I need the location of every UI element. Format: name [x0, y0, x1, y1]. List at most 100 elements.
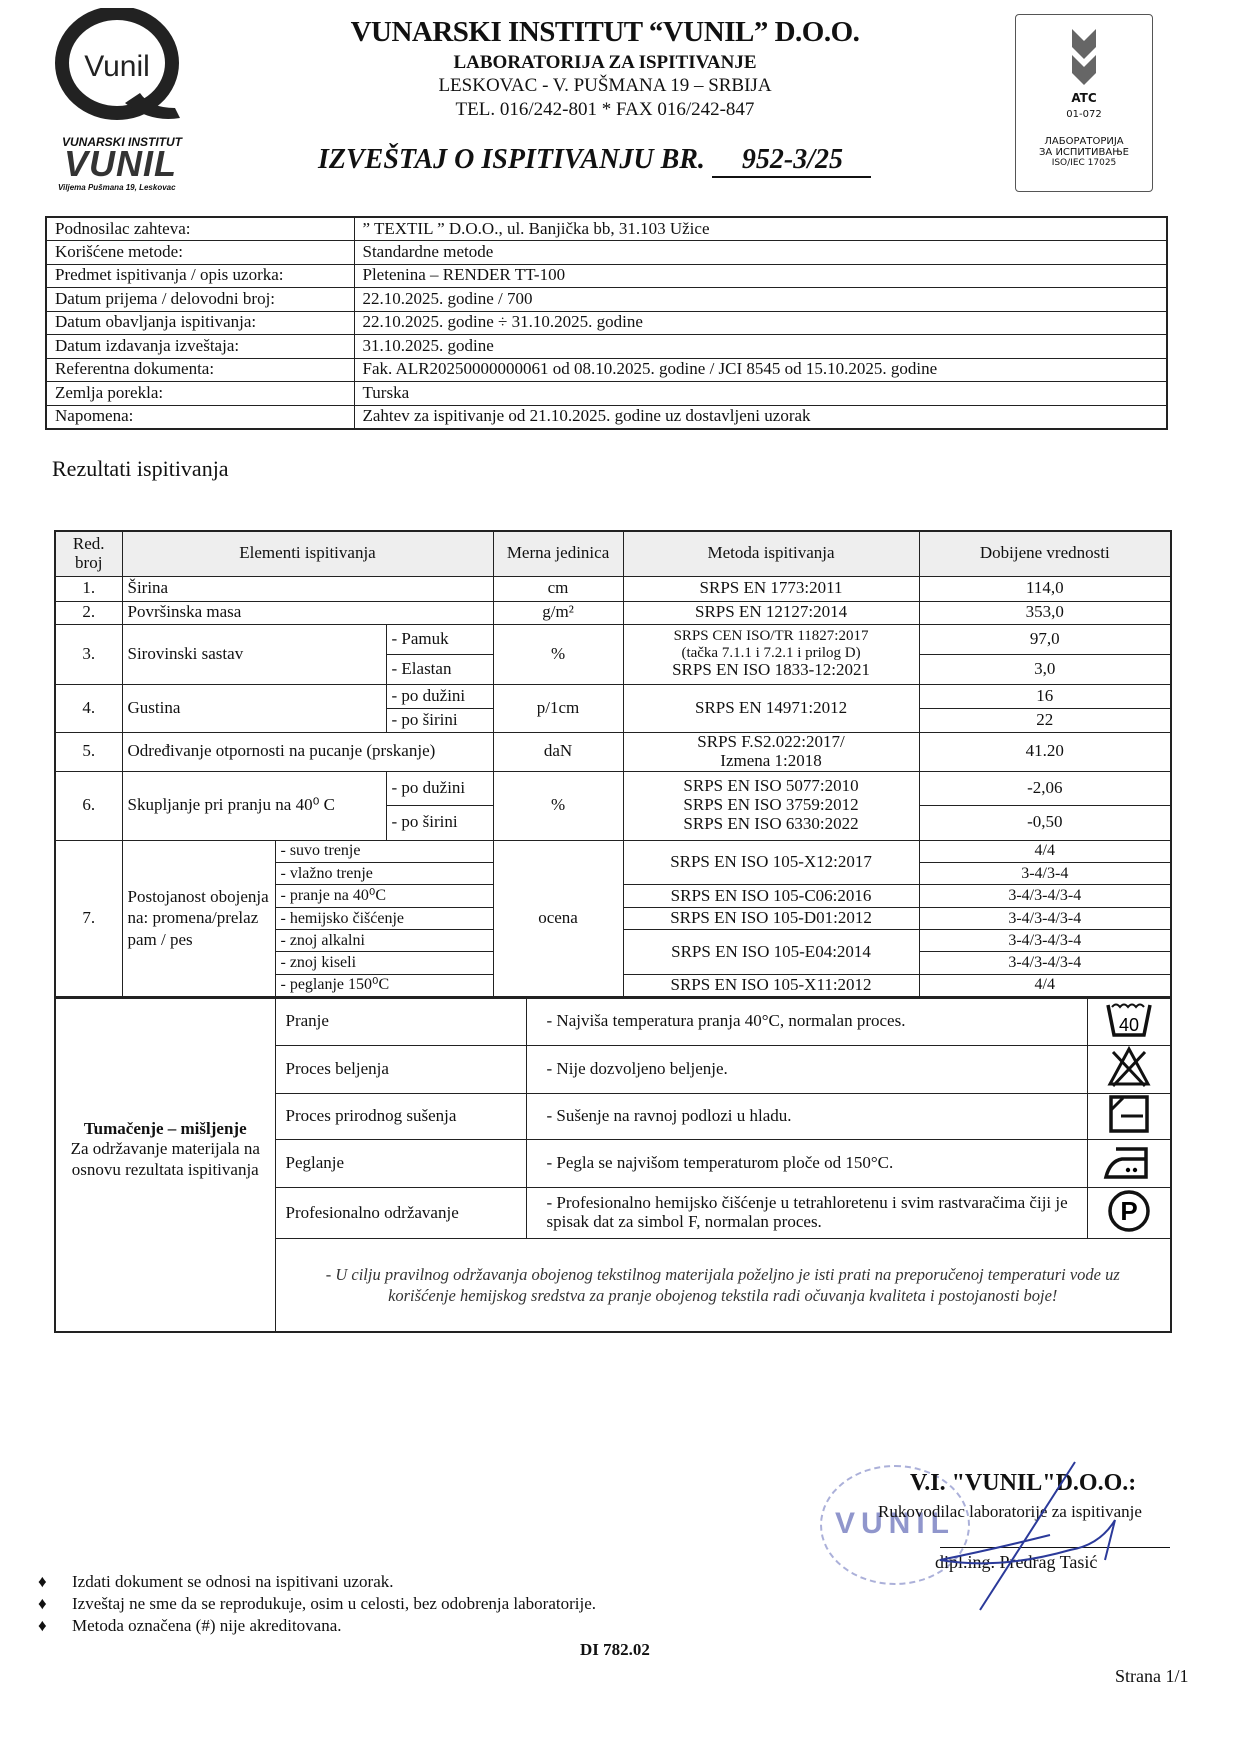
- row-no: 5.: [54, 731, 123, 772]
- care-text: - Profesionalno hemijsko čišćenje u tetr…: [525, 1186, 1088, 1240]
- row-sub: - Elastan: [385, 653, 494, 685]
- care-label: Profesionalno održavanje: [274, 1186, 527, 1240]
- interpretation-subtitle: Za održavanje materijala na osnovu rezul…: [70, 1139, 260, 1179]
- svg-text:40: 40: [1119, 1015, 1139, 1035]
- row-method: SRPS EN ISO 105-E04:2014: [622, 929, 920, 975]
- row-sub: - pranje na 40⁰C: [274, 884, 494, 908]
- interpretation-heading: Tumačenje – mišljenje Za održavanje mater…: [54, 997, 276, 1333]
- header-no: Red. broj: [54, 530, 123, 577]
- info-value: ” TEXTIL ” D.O.O., ul. Banjička bb, 31.1…: [353, 216, 1168, 241]
- table-row: - znoj alkalni SRPS EN ISO 105-E04:2014 3-…: [55, 929, 1172, 975]
- atc-name: ATC: [1071, 91, 1097, 105]
- row-sub: - po širini: [385, 804, 494, 841]
- footnote-item: ♦ Izdati dokument se odnosi na ispitivani…: [38, 1572, 394, 1592]
- atc-l3: ISO/IEC 17025: [1051, 158, 1117, 168]
- page-number: Strana 1/1: [1115, 1666, 1189, 1686]
- info-value: Standardne metode: [353, 240, 1168, 265]
- atc-code: 01-072: [1066, 109, 1102, 120]
- logo-sub2: VUNIL: [64, 143, 177, 184]
- results-table: Red. broj Elementi ispitivanja Merna jed…: [54, 530, 1173, 998]
- info-row: Napomena: Zahtev za ispitivanje od 21.10.…: [45, 404, 1168, 429]
- row-sub: - znoj kiseli: [274, 951, 494, 975]
- row-unit: %: [492, 770, 624, 841]
- wash-40-icon: 40: [1086, 997, 1172, 1046]
- bullet-icon: ♦: [38, 1594, 47, 1613]
- report-title: IZVEŠTAJ O ISPITIVANJU BR. 952-3/25: [318, 144, 872, 178]
- row-sub: - znoj alkalni: [274, 929, 494, 953]
- method-line: SRPS EN ISO 1833-12:2021: [672, 660, 870, 680]
- table-row: - peglanje 150⁰C SRPS EN ISO 105-X11:2012…: [55, 973, 1172, 998]
- row-no: 7.: [54, 839, 123, 998]
- row-sub: - po širini: [385, 707, 494, 733]
- row-no: 2.: [54, 600, 123, 625]
- info-label: Podnosilac zahteva:: [45, 216, 355, 241]
- row-sub: - peglanje 150⁰C: [274, 973, 494, 998]
- row-sub: - suvo trenje: [274, 839, 494, 863]
- row-value: 3-4/3-4: [918, 861, 1172, 886]
- lab-name: LABORATORIJA ZA ISPITIVANJE: [453, 52, 757, 73]
- row-value: 3-4/3-4/3-4: [918, 929, 1172, 953]
- dry-clean-p-icon: P: [1086, 1186, 1172, 1240]
- lab-address: LESKOVAC - V. PUŠMANA 19 – SRBIJA: [438, 75, 772, 96]
- info-row: Referentna dokumenta: Fak. ALR20250000000…: [45, 357, 1168, 382]
- row-method: SRPS CEN ISO/TR 11827:2017 (tačka 7.1.1 i…: [622, 623, 920, 685]
- info-value: 22.10.2025. godine / 700: [353, 287, 1168, 312]
- report-label: IZVEŠTAJ O ISPITIVANJU BR.: [318, 144, 705, 175]
- row-unit: g/m²: [492, 600, 624, 625]
- row-no: 1.: [54, 575, 123, 602]
- row-value: 97,0: [918, 623, 1172, 655]
- row-method: SRPS EN ISO 105-X12:2017: [622, 839, 920, 886]
- info-label: Napomena:: [45, 404, 355, 429]
- info-row: Datum obavljanja ispitivanja: 22.10.2025.…: [45, 310, 1168, 335]
- method-line: SRPS EN ISO 3759:2012: [683, 795, 859, 815]
- interpretation-table: Tumačenje – mišljenje Za održavanje mater…: [54, 997, 1172, 1333]
- logo-sub1: VUNARSKI INSTITUT: [62, 135, 182, 149]
- info-value: Turska: [353, 381, 1168, 406]
- table-row: - vlažno trenje 3-4/3-4: [55, 861, 1172, 886]
- header-method: Metoda ispitivanja: [622, 530, 920, 577]
- method-line: SRPS EN ISO 5077:2010: [683, 776, 859, 796]
- care-text: - Najviša temperatura pranja 40°C, norma…: [525, 997, 1088, 1046]
- info-row: Datum izdavanja izveštaja: 31.10.2025. go…: [45, 334, 1168, 359]
- care-row: Proces prirodnog sušenja - Sušenje na rav…: [55, 1092, 1172, 1140]
- row-unit: p/1cm: [492, 683, 624, 733]
- header-unit: Merna jedinica: [492, 530, 624, 577]
- atc-logo-icon: [1072, 29, 1096, 85]
- bullet-icon: ♦: [38, 1616, 47, 1635]
- row-element: Gustina: [121, 683, 387, 733]
- info-value: Zahtev za ispitivanje od 21.10.2025. god…: [353, 404, 1168, 429]
- footnote-text: Izveštaj ne sme da se reprodukuje, osim …: [72, 1594, 596, 1613]
- results-heading: Rezultati ispitivanja: [52, 456, 229, 481]
- official-stamp: VUNIL: [820, 1465, 970, 1585]
- row-value: -2,06: [918, 770, 1172, 806]
- atc-l2: ЗА ИСПИТИВАЊЕ: [1039, 147, 1129, 158]
- header-value: Dobijene vrednosti: [918, 530, 1172, 577]
- row-no: 3.: [54, 623, 123, 685]
- row-sub: - vlažno trenje: [274, 861, 494, 886]
- footnote-text: Metoda označena (#) nije akreditovana.: [72, 1616, 342, 1635]
- row-value: 3-4/3-4/3-4: [918, 951, 1172, 975]
- row-value: 4/4: [918, 973, 1172, 998]
- info-label: Predmet ispitivanja / opis uzorka:: [45, 263, 355, 288]
- row-unit: %: [492, 623, 624, 685]
- row-method: SRPS EN ISO 105-C06:2016: [622, 884, 920, 908]
- care-row: Profesionalno održavanje - Profesionalno …: [55, 1186, 1172, 1240]
- method-line: SRPS F.S2.022:2017/: [697, 731, 845, 751]
- atc-l1: ЛАБОРАТОРИЈА: [1044, 136, 1124, 147]
- info-label: Datum izdavanja izveštaja:: [45, 334, 355, 359]
- care-label: Pranje: [274, 997, 527, 1046]
- row-sub: - hemijsko čišćenje: [274, 906, 494, 931]
- row-method: SRPS EN 1773:2011: [622, 575, 920, 602]
- info-row: Korišćene metode: Standardne metode: [45, 240, 1168, 265]
- handwritten-signature: [939, 1461, 1116, 1611]
- info-value: Pletenina – RENDER TT-100: [353, 263, 1168, 288]
- table-row: - hemijsko čišćenje SRPS EN ISO 105-D01:2…: [55, 906, 1172, 931]
- vunil-q-logo: Vunil: [55, 6, 185, 128]
- document-code: DI 782.02: [580, 1640, 650, 1659]
- footnote-item: ♦ Izveštaj ne sme da se reprodukuje, osim…: [38, 1594, 596, 1614]
- method-line: SRPS EN ISO 6330:2022: [683, 813, 859, 833]
- row-value: -0,50: [918, 804, 1172, 841]
- row-unit: cm: [492, 575, 624, 602]
- row-sub: - po dužini: [385, 770, 494, 806]
- table-row: 6. Skupljanje pri pranju na 40⁰ C - po d…: [54, 770, 1172, 841]
